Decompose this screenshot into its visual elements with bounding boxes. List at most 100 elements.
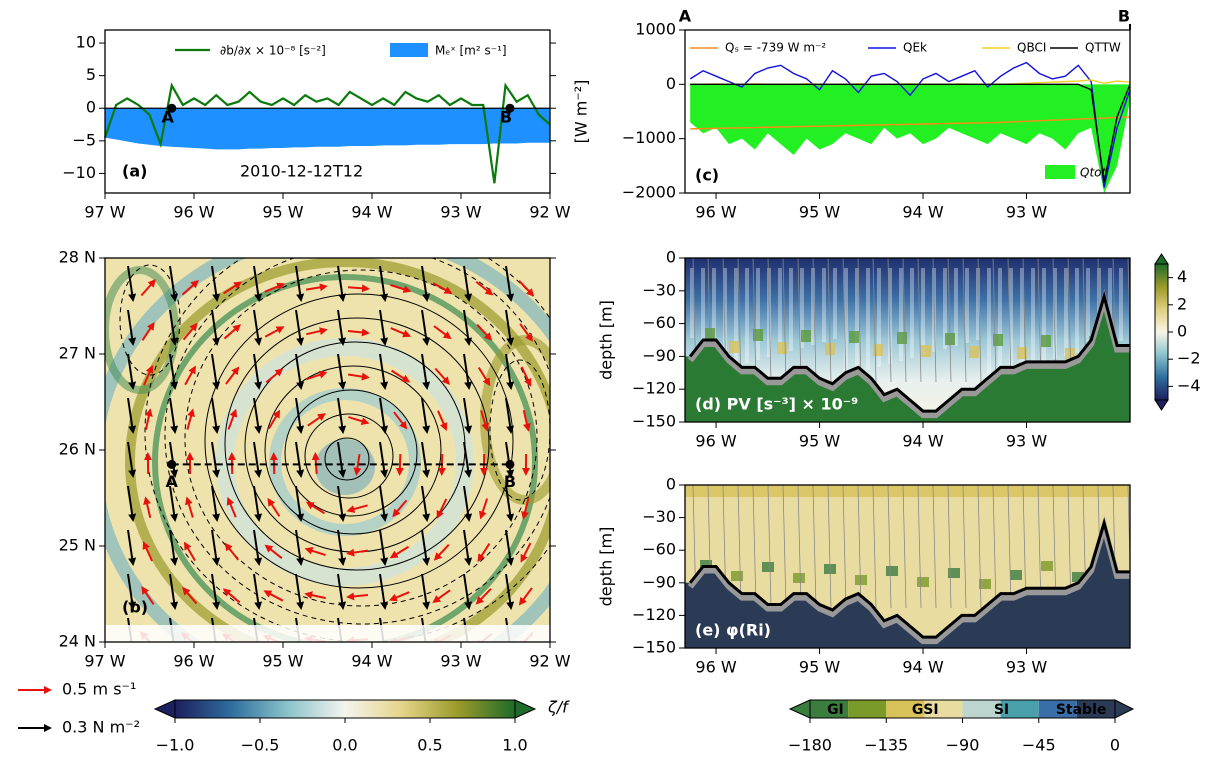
- point-label: A: [166, 472, 179, 491]
- contour: [932, 258, 937, 383]
- ri-patch: [762, 562, 774, 572]
- map-field: [105, 258, 550, 642]
- pv-streak: [888, 268, 892, 364]
- stress-arrow: [127, 441, 137, 478]
- stress-arrow: [253, 309, 263, 346]
- pv-streak: [866, 268, 870, 370]
- velocity-arrow: [227, 408, 238, 430]
- velocity-arrow: [263, 590, 284, 602]
- velocity-arrow: [519, 323, 534, 342]
- velocity-arrow: [521, 498, 530, 520]
- y-tick-label: 27 N: [59, 344, 96, 363]
- legend-label: 0.5 m s⁻¹: [62, 680, 136, 699]
- section-field: [685, 258, 1130, 422]
- velocity-arrow: [225, 366, 240, 385]
- y-tick-label: −30: [642, 507, 676, 526]
- x-tick-label: 96 W: [695, 432, 736, 451]
- colorbar-tick-label: 0: [1110, 736, 1120, 755]
- stress-arrow: [127, 353, 137, 390]
- velocity-arrow: [184, 365, 196, 386]
- velocity-arrow: [346, 504, 368, 513]
- stress-arrow: [505, 309, 515, 346]
- velocity-arrow: [346, 592, 369, 601]
- stress-arrow: [295, 397, 305, 434]
- contour: [872, 485, 877, 609]
- y-tick-label: −1000: [622, 128, 676, 147]
- velocity-arrow: [305, 283, 328, 292]
- plot-frame: [684, 29, 1131, 194]
- y-tick-label: −5: [72, 130, 96, 149]
- pv-streak: [1075, 268, 1079, 353]
- legend-label: 0.3 N m⁻²: [62, 718, 140, 737]
- stress-arrow: [421, 573, 431, 610]
- panel-label: (a): [122, 162, 147, 181]
- top-label: A: [679, 7, 692, 26]
- x-tick-label: 93 W: [1006, 658, 1047, 677]
- y-tick-label: −60: [642, 540, 676, 559]
- y-tick-label: 0: [86, 98, 96, 117]
- velocity-arrow: [268, 409, 281, 430]
- stress-arrow: [337, 353, 347, 390]
- stress-arrow: [253, 529, 263, 566]
- pv-streak: [1031, 268, 1035, 365]
- below-layer: [685, 296, 1130, 422]
- pv-streak: [998, 268, 1002, 374]
- y-tick-label: −120: [632, 379, 676, 398]
- pv-streak: [1042, 268, 1046, 362]
- x-tick-label: 94 W: [351, 203, 392, 222]
- velocity-arrow: [223, 324, 242, 340]
- x-tick-label: 97 W: [84, 203, 125, 222]
- velocity-arrow: [353, 453, 362, 476]
- velocity-arrow: [389, 545, 410, 559]
- colorbar-class: SI: [994, 702, 1009, 718]
- x-tick-label: 96 W: [695, 658, 736, 677]
- stress-arrow: [169, 529, 179, 566]
- colorbar-extend: [514, 699, 537, 719]
- stress-arrow: [505, 265, 515, 302]
- x-tick-label: 96 W: [695, 203, 736, 222]
- velocity-arrow: [226, 496, 237, 518]
- colorbar-extend: [153, 699, 176, 719]
- contour: [887, 485, 892, 609]
- velocity-arrow: [305, 501, 325, 515]
- line: [690, 83, 1130, 183]
- vorticity-band: [269, 388, 421, 536]
- ri-patch: [793, 573, 805, 583]
- stress-arrow: [505, 529, 515, 566]
- contour: [812, 485, 817, 609]
- stress-arrow: [211, 529, 221, 566]
- velocity-arrow: [480, 410, 489, 432]
- colorbar-tick-label: 0.0: [332, 736, 357, 755]
- velocity-arrow: [477, 366, 491, 387]
- top-label: B: [1118, 7, 1130, 26]
- stress-arrow: [253, 573, 263, 610]
- y-tick-label: 28 N: [59, 248, 96, 267]
- section-field: [685, 485, 1130, 648]
- pv-streak: [844, 268, 848, 376]
- ri-patch: [1041, 561, 1053, 571]
- x-tick-label: 94 W: [902, 203, 943, 222]
- contour: [932, 485, 937, 609]
- vorticity-band: [216, 338, 474, 586]
- colorbar-extend: [1114, 699, 1135, 719]
- velocity-arrow: [390, 327, 412, 338]
- y-axis-label: depth [m]: [597, 300, 616, 380]
- y-tick-label: −10: [62, 163, 96, 182]
- ri-patch: [1010, 570, 1022, 580]
- y-tick-label: −90: [642, 346, 676, 365]
- legend-label: QBCI: [1017, 41, 1046, 55]
- missing-data: [105, 625, 550, 642]
- colorbar-segment: [810, 700, 849, 718]
- stress-arrow: [379, 309, 389, 346]
- pv-streak: [1108, 268, 1112, 344]
- stress-arrow: [295, 529, 305, 566]
- pv-streak: [734, 268, 738, 366]
- contour: [947, 258, 952, 383]
- contour: [1007, 485, 1012, 609]
- stress-arrow: [337, 573, 347, 610]
- contour: [917, 258, 922, 383]
- date-label: 2010-12-12T12: [240, 162, 363, 181]
- y-tick-label: −120: [632, 605, 676, 624]
- colorbar-segment: [962, 700, 1001, 718]
- colorbar-tick-label: −135: [864, 736, 908, 755]
